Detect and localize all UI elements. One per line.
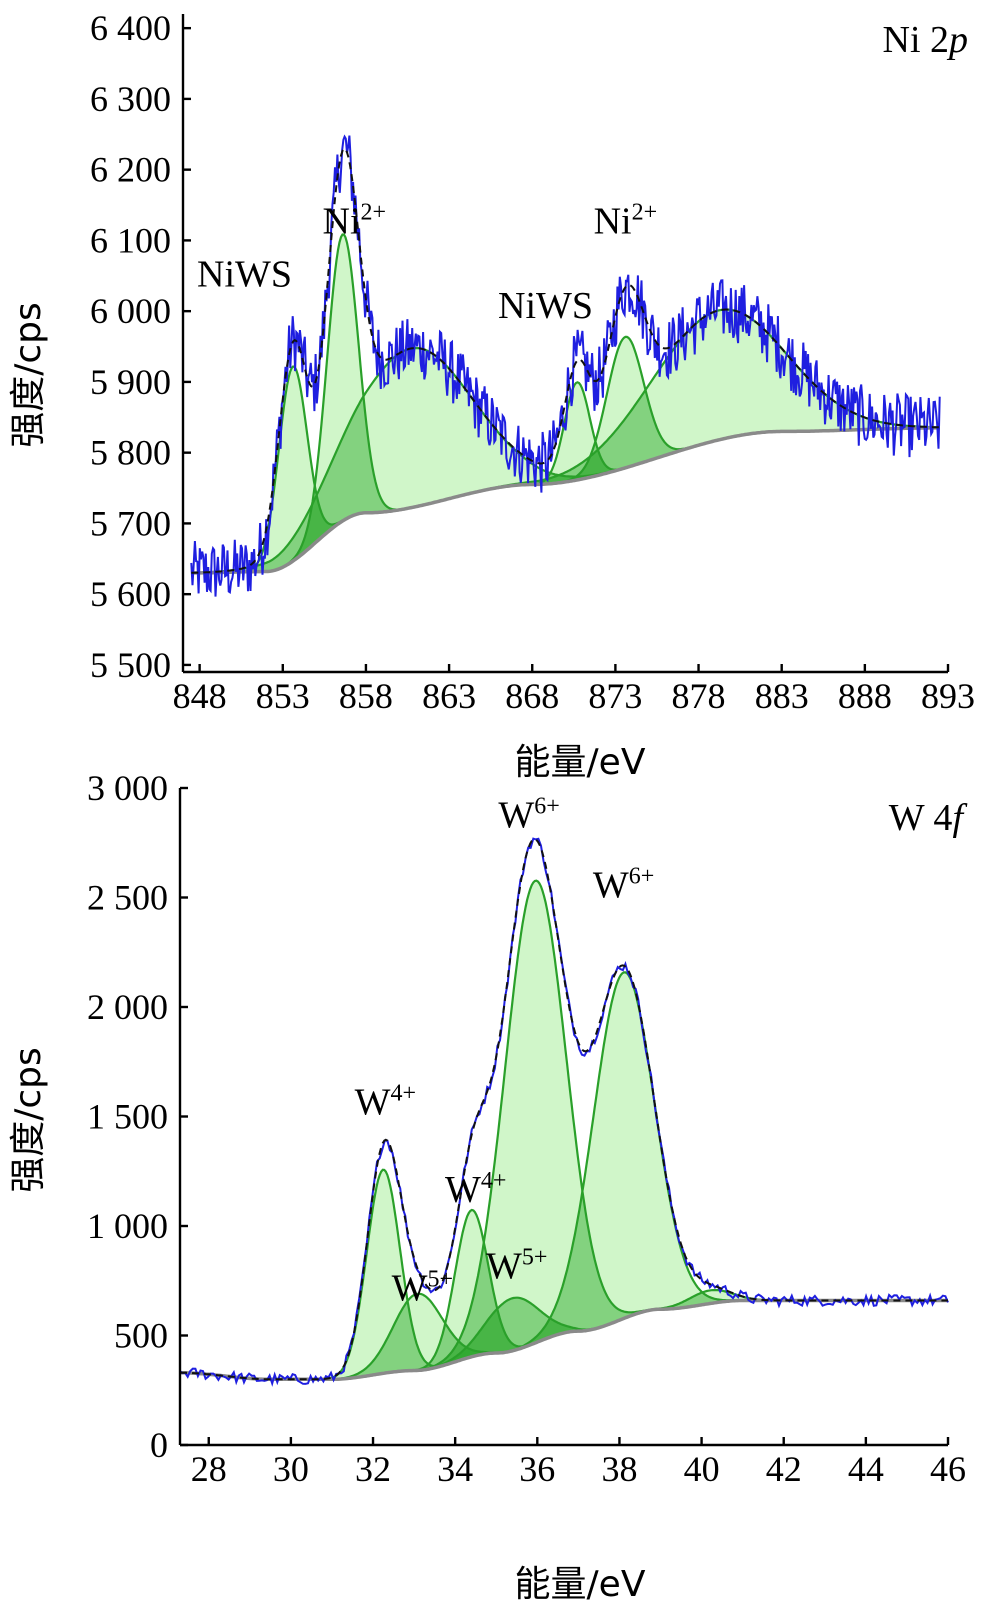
ni-2p-y-axis-title: 强度/cps	[8, 302, 49, 448]
w-4f-x-tick-label: 36	[519, 1449, 555, 1489]
w-4f-x-tick-label: 46	[930, 1449, 966, 1489]
ni-2p-component-fill-3	[191, 348, 940, 573]
ni-2p-component-fill-1	[191, 366, 940, 573]
w-4f-y-tick-label: 500	[114, 1316, 168, 1356]
ni-2p-background-line	[191, 426, 940, 575]
w-4f-y-tick-label: 3 000	[87, 768, 168, 808]
ni-2p-peak-label: NiWS	[498, 285, 593, 327]
ni-2p-y-tick-label: 6 100	[90, 220, 171, 260]
ni-2p-panel-title: Ni 2p	[883, 19, 969, 61]
ni-2p-x-tick-label: 888	[838, 676, 892, 716]
ni-2p-peak-label: Ni2+	[594, 199, 658, 242]
ni-2p-overlap-2-3	[191, 396, 940, 573]
ni-2p-y-tick-label: 6 200	[90, 150, 171, 190]
ni-2p-peak-label: NiWS	[197, 253, 292, 295]
w-4f-plot-area	[179, 837, 949, 1387]
ni-2p-x-tick-label: 873	[588, 676, 642, 716]
ni-2p-x-tick-label: 858	[339, 676, 393, 716]
w-4f-panel: 28 30 32 34 36 38 40 42 44 46 0 500 1 000 1 500 2 000 2…	[8, 768, 967, 1605]
w-4f-y-tick-label: 2 500	[87, 878, 168, 918]
w-4f-ticks: 28 30 32 34 36 38 40 42 44 46 0 500 1 000 1 500 2 000 2…	[87, 768, 966, 1489]
w-4f-x-axis-title: 能量/eV	[515, 1564, 646, 1605]
w-4f-peak-label: W5+	[486, 1245, 547, 1288]
ni-2p-y-tick-label: 5 900	[90, 362, 171, 402]
w-4f-component-fill-1	[180, 1169, 948, 1380]
ni-2p-panel: 848 853 858 863 868 873 878 883 888 893 5 500 5 600…	[8, 8, 975, 783]
ni-2p-raw-spectrum	[190, 134, 941, 597]
ni-2p-ticks: 848 853 858 863 868 873 878 883 888 893 5 500 5 600…	[90, 8, 975, 716]
w-4f-y-tick-label: 2 000	[87, 987, 168, 1027]
ni-2p-y-tick-label: 5 700	[90, 503, 171, 543]
ni-2p-y-tick-label: 5 800	[90, 433, 171, 473]
ni-2p-y-tick-label: 5 500	[90, 645, 171, 685]
ni-2p-x-tick-label: 863	[422, 676, 476, 716]
w-4f-y-tick-label: 1 000	[87, 1206, 168, 1246]
ni-2p-x-tick-label: 868	[505, 676, 559, 716]
w-4f-peak-label: W6+	[593, 864, 654, 907]
ni-2p-plot-area	[190, 134, 941, 597]
ni-2p-y-tick-label: 6 400	[90, 8, 171, 48]
w-4f-x-tick-label: 28	[191, 1449, 227, 1489]
w-4f-peak-label: W6+	[498, 793, 559, 836]
ni-2p-x-tick-label: 878	[672, 676, 726, 716]
w-4f-x-tick-label: 30	[273, 1449, 309, 1489]
w-4f-x-tick-label: 44	[848, 1449, 884, 1489]
ni-2p-x-tick-label: 848	[173, 676, 227, 716]
w-4f-x-tick-label: 38	[601, 1449, 637, 1489]
ni-2p-annotations: NiWS Ni2+ NiWS Ni2+	[197, 199, 657, 327]
w-4f-peak-label: W4+	[355, 1080, 416, 1123]
w-4f-component-fill-6	[180, 972, 948, 1380]
ni-2p-x-tick-label: 883	[755, 676, 809, 716]
w-4f-x-tick-label: 42	[766, 1449, 802, 1489]
w-4f-raw-spectrum	[179, 837, 949, 1387]
ni-2p-peak-label: Ni2+	[323, 199, 387, 242]
w-4f-y-tick-label: 1 500	[87, 1097, 168, 1137]
w-4f-peak-label: W5+	[392, 1266, 453, 1309]
w-4f-peak-label: W4+	[445, 1168, 506, 1211]
ni-2p-component-fill-2	[191, 234, 940, 573]
w-4f-panel-title: W 4f	[889, 797, 968, 839]
ni-2p-x-axis-title: 能量/eV	[515, 742, 646, 783]
ni-2p-x-tick-label: 893	[921, 676, 975, 716]
w-4f-x-tick-label: 34	[437, 1449, 473, 1489]
w-4f-annotations: W4+ W5+ W4+ W5+ W6+ W6+	[355, 793, 655, 1309]
w-4f-x-tick-label: 32	[355, 1449, 391, 1489]
ni-2p-envelope	[191, 147, 940, 574]
w-4f-y-axis-title: 强度/cps	[8, 1047, 49, 1193]
ni-2p-y-tick-label: 6 300	[90, 79, 171, 119]
w-4f-component-fill-5	[180, 880, 948, 1380]
ni-2p-y-tick-label: 5 600	[90, 574, 171, 614]
ni-2p-component-fill-6	[191, 309, 940, 573]
w-4f-y-tick-label: 0	[150, 1425, 168, 1465]
ni-2p-y-tick-label: 6 000	[90, 291, 171, 331]
w-4f-x-tick-label: 40	[684, 1449, 720, 1489]
ni-2p-x-tick-label: 853	[256, 676, 310, 716]
